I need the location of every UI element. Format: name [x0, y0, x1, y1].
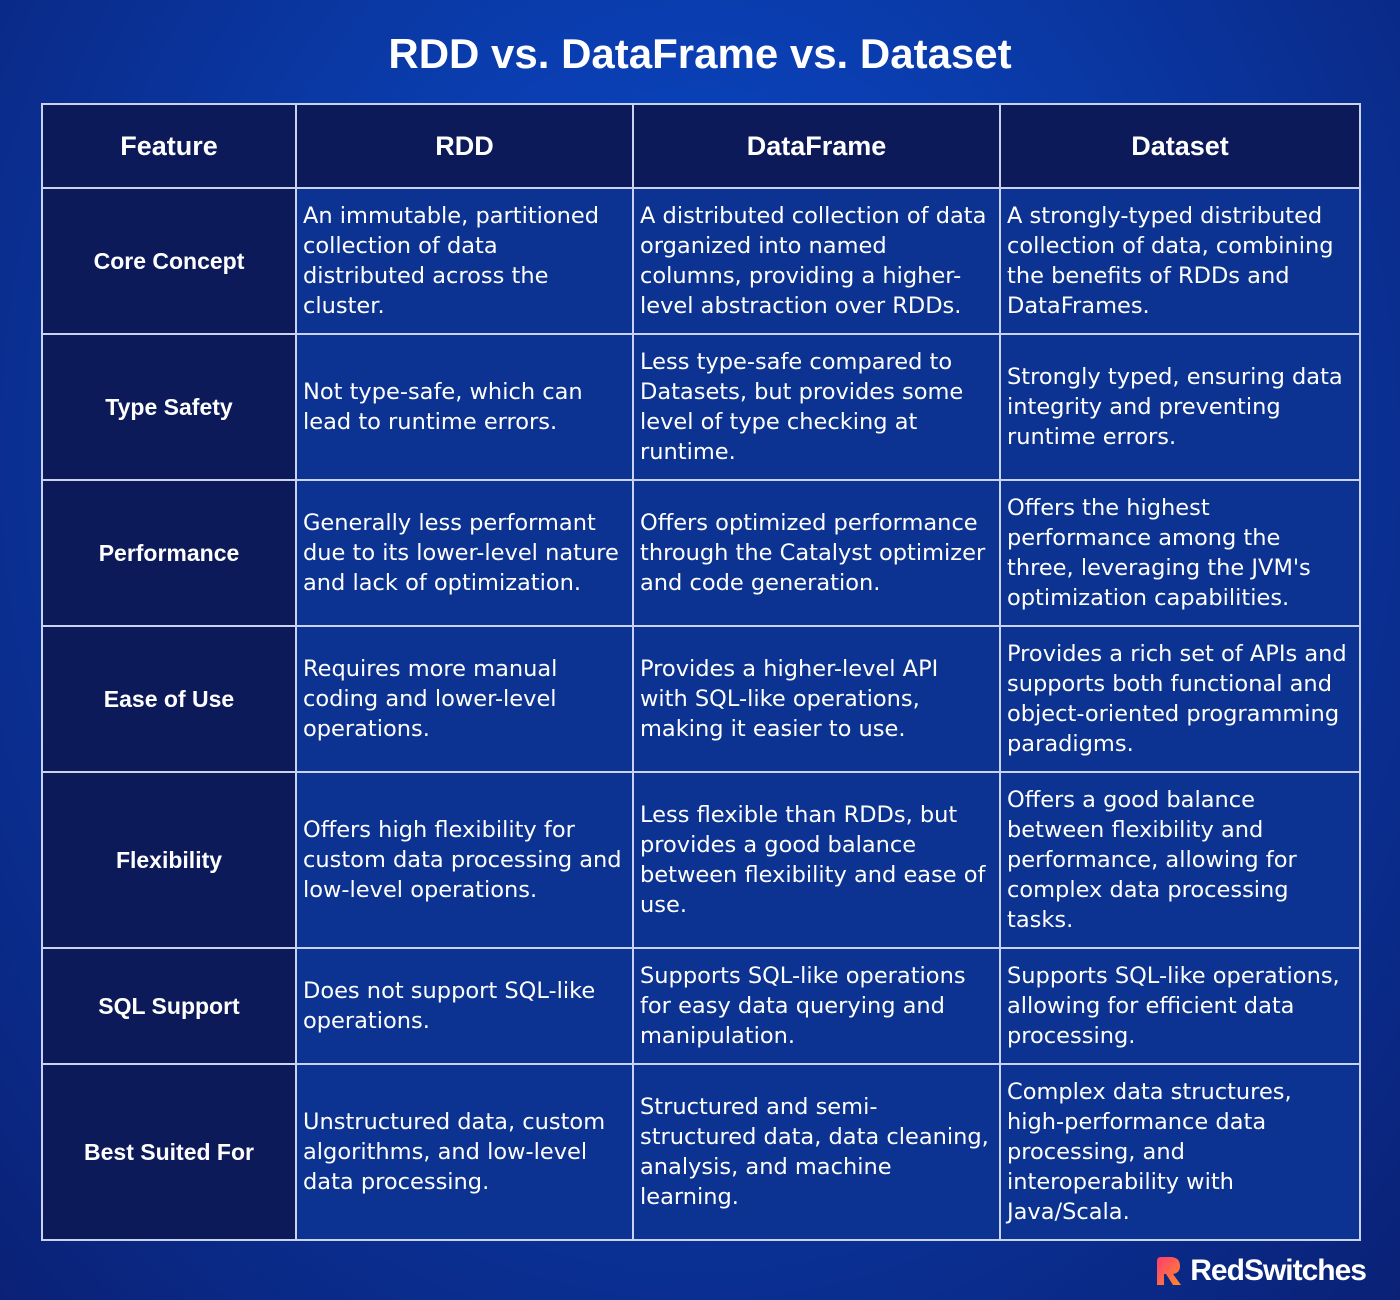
table-cell: Offers high flexibility for custom data … — [295, 771, 634, 949]
table-row: Performance Generally less performant due… — [41, 479, 1361, 627]
table-cell: Offers a good balance between flexibilit… — [999, 771, 1361, 949]
column-header: RDD — [295, 103, 634, 189]
table-cell: Not type-safe, which can lead to runtime… — [295, 333, 634, 481]
table-cell: An immutable, partitioned collection of … — [295, 187, 634, 335]
header-row: Feature RDD DataFrame Dataset — [41, 103, 1361, 189]
table-cell: Requires more manual coding and lower-le… — [295, 625, 634, 773]
table-cell: Provides a rich set of APIs and supports… — [999, 625, 1361, 773]
feature-cell: Performance — [41, 479, 297, 627]
table-cell: Complex data structures, high-performanc… — [999, 1063, 1361, 1241]
column-header: DataFrame — [632, 103, 1001, 189]
feature-cell: Best Suited For — [41, 1063, 297, 1241]
table-cell: Strongly typed, ensuring data integrity … — [999, 333, 1361, 481]
table-cell: Supports SQL-like operations, allowing f… — [999, 947, 1361, 1065]
table-cell: Offers the highest performance among the… — [999, 479, 1361, 627]
column-header: Dataset — [999, 103, 1361, 189]
table-row: Core Concept An immutable, partitioned co… — [41, 187, 1361, 335]
table-cell: Provides a higher-level API with SQL-lik… — [632, 625, 1001, 773]
table-cell: Does not support SQL-like operations. — [295, 947, 634, 1065]
table-cell: Unstructured data, custom algorithms, an… — [295, 1063, 634, 1241]
brand-icon — [1157, 1257, 1182, 1285]
feature-cell: Flexibility — [41, 771, 297, 949]
column-header: Feature — [41, 103, 297, 189]
brand-name: RedSwitches — [1190, 1254, 1367, 1287]
table-cell: Offers optimized performance through the… — [632, 479, 1001, 627]
table-cell: Structured and semi-structured data, dat… — [632, 1063, 1001, 1241]
table-cell: Less type-safe compared to Datasets, but… — [632, 333, 1001, 481]
table-body: Core Concept An immutable, partitioned co… — [41, 187, 1361, 1241]
table-cell: A distributed collection of data organiz… — [632, 187, 1001, 335]
brand-logo: RedSwitches — [1154, 1254, 1367, 1288]
table-row: Ease of Use Requires more manual coding a… — [41, 625, 1361, 773]
table-row: Flexibility Offers high flexibility for c… — [41, 771, 1361, 949]
table-row: Type Safety Not type-safe, which can lead… — [41, 333, 1361, 481]
feature-cell: Ease of Use — [41, 625, 297, 773]
table-cell: Generally less performant due to its low… — [295, 479, 634, 627]
table-row: SQL Support Does not support SQL-like ope… — [41, 947, 1361, 1065]
comparison-table: Feature RDD DataFrame Dataset Core Concept A… — [41, 103, 1361, 1241]
title: RDD vs. DataFrame vs. Dataset — [388, 30, 1012, 77]
table-cell: A strongly-typed distributed collection … — [999, 187, 1361, 335]
table-row: Best Suited For Unstructured data, custom… — [41, 1063, 1361, 1241]
feature-cell: SQL Support — [41, 947, 297, 1065]
feature-cell: Core Concept — [41, 187, 297, 335]
table-cell: Less flexible than RDDs, but provides a … — [632, 771, 1001, 949]
table-cell: Supports SQL-like operations for easy da… — [632, 947, 1001, 1065]
feature-cell: Type Safety — [41, 333, 297, 481]
